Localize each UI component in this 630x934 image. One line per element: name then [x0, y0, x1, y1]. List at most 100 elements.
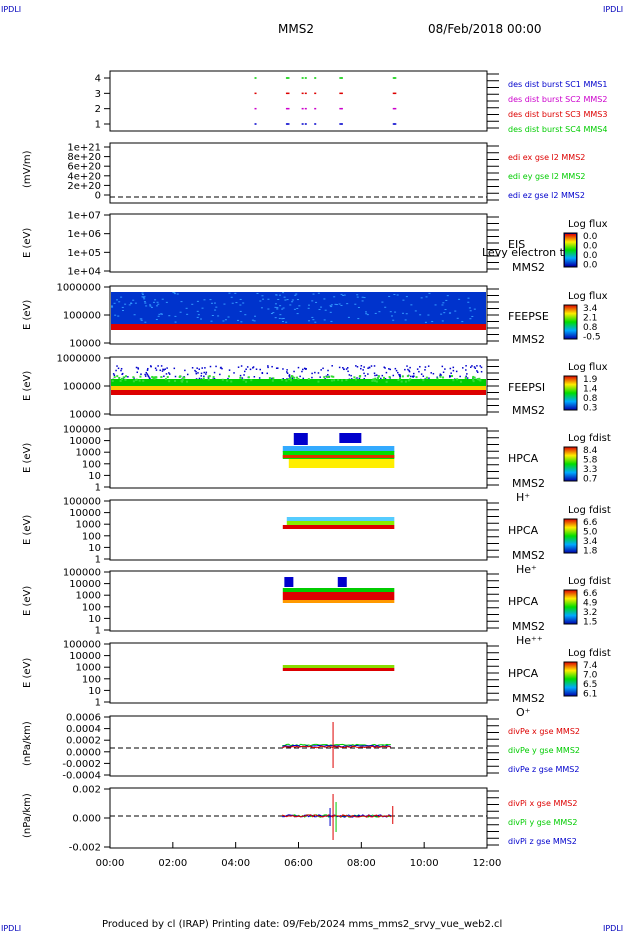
colorbar-title: Log flux [568, 219, 608, 230]
heatmap-cell [314, 321, 317, 323]
heatmap-cell [401, 375, 404, 378]
heatmap-cell [213, 378, 216, 380]
heatmap-cell [237, 366, 240, 368]
heatmap-cell [208, 375, 211, 378]
heatmap-cell [228, 369, 231, 371]
heatmap-band [111, 386, 486, 390]
heatmap-cell [191, 367, 194, 369]
heatmap-cell [337, 577, 347, 587]
heatmap-cell [360, 365, 363, 367]
heatmap-cell [286, 299, 289, 301]
heatmap-cell [197, 314, 200, 316]
heatmap-cell [245, 380, 248, 383]
heatmap-cell [228, 292, 231, 294]
heatmap-cell [378, 311, 381, 313]
heatmap-cell [276, 308, 279, 310]
heatmap-cell [155, 376, 158, 379]
heatmap-cell [425, 376, 428, 379]
heatmap-cell [267, 365, 269, 367]
heatmap-cell [473, 366, 476, 368]
heatmap-cell [132, 376, 135, 379]
colorbar-tick-label: 4.9 [583, 599, 598, 609]
heatmap-cell [233, 372, 235, 374]
y-tick-label: -0.002 [69, 843, 101, 854]
heatmap-cell [422, 375, 425, 377]
heatmap-cell [111, 380, 114, 383]
heatmap-cell [471, 315, 474, 317]
heatmap-cell [160, 365, 163, 367]
heatmap-cell [427, 365, 430, 367]
heatmap-cell [239, 374, 242, 377]
heatmap-cell [271, 377, 273, 380]
panel-feepse: 1000000 100000 10000 E (eV) FEEPSE MMS2 Log fl… [22, 283, 608, 350]
colorbar-tick-label: 0.0 [583, 261, 598, 271]
heatmap-cell [203, 299, 206, 301]
heatmap-cell [243, 374, 245, 376]
heatmap-cell [389, 311, 392, 313]
heatmap-cell [286, 369, 288, 371]
y-tick-label: 0.0006 [66, 713, 101, 724]
heatmap-cell [186, 373, 189, 376]
heatmap-cell [374, 312, 377, 314]
y-axis-label: E (eV) [22, 586, 33, 616]
y-tick-label: 1000 [76, 448, 101, 459]
spacecraft-label: MMS2 [512, 333, 545, 346]
panel-frame [109, 142, 488, 204]
legend-entry: des dist burst SC1 MMS1 [508, 80, 607, 89]
heatmap-cell [286, 372, 289, 374]
y-tick-label: 2 [95, 104, 101, 115]
colorbar-tick-label: 5.8 [583, 456, 598, 466]
heatmap-cell [406, 365, 408, 367]
heatmap-cell [173, 292, 176, 294]
x-tick-label: 10:00 [410, 858, 439, 869]
heatmap-cell [327, 375, 330, 378]
heatmap-cell [112, 373, 115, 375]
heatmap-cell [312, 319, 315, 321]
legend-entry: des dist burst SC3 MMS3 [508, 110, 607, 119]
heatmap-cell [307, 320, 310, 322]
heatmap-cell [113, 376, 116, 379]
heatmap-cell [465, 369, 467, 371]
heatmap-cell [117, 315, 120, 317]
heatmap-cell [174, 375, 177, 378]
heatmap-cell [360, 367, 362, 370]
heatmap-cell [337, 378, 340, 381]
heatmap-cell [211, 314, 214, 316]
y-tick-label: 0.0000 [66, 747, 101, 758]
heatmap-cell [388, 376, 391, 379]
heatmap-cell [469, 318, 472, 320]
heatmap-cell [140, 319, 143, 321]
y-tick-label: 100 [82, 674, 101, 685]
species-label: O⁺ [516, 706, 531, 719]
heatmap-cell [296, 376, 299, 379]
heatmap-cell [135, 366, 138, 369]
heatmap-cell [203, 375, 205, 378]
heatmap-cell [320, 369, 322, 371]
y-tick-label: 0 [95, 191, 101, 202]
colorbar-fill [565, 234, 576, 266]
heatmap-cell [253, 376, 256, 378]
heatmap-cell [365, 313, 368, 315]
colorbar-tick-label: 7.0 [583, 671, 598, 681]
colorbar-tick-label: 1.4 [583, 385, 598, 395]
y-tick-label: 1 [95, 698, 101, 709]
y-tick-label: 1 [95, 483, 101, 494]
heatmap-band [282, 588, 395, 592]
heatmap-cell [281, 318, 284, 320]
heatmap-cell [339, 433, 362, 443]
instrument-label: FEEPSI [508, 381, 545, 394]
heatmap-cell [396, 294, 399, 296]
heatmap-cell [334, 303, 337, 305]
heatmap-cell [288, 375, 290, 377]
heatmap-cell [331, 365, 333, 367]
heatmap-cell [137, 368, 140, 370]
heatmap-cell [116, 375, 119, 378]
y-tick-label: 3 [95, 89, 101, 100]
heatmap-cell [174, 321, 177, 323]
heatmap-cell [276, 307, 279, 309]
heatmap-band [282, 455, 395, 458]
heatmap-cell [168, 315, 171, 317]
heatmap-cell [221, 378, 224, 381]
